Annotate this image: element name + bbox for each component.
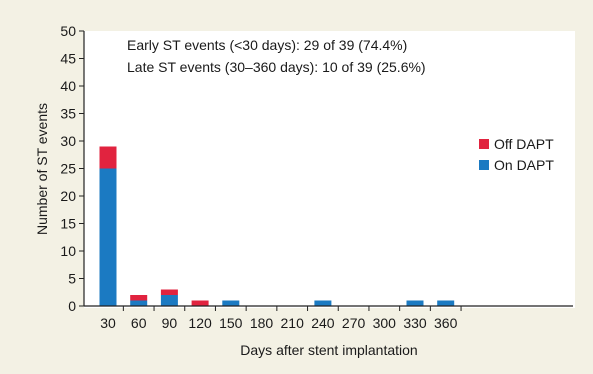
y-tick-label: 30: [60, 133, 76, 149]
legend: Off DAPT On DAPT: [479, 136, 554, 173]
y-tick-label: 35: [60, 106, 76, 122]
y-tick-label: 25: [60, 161, 76, 177]
y-tick-label: 10: [60, 243, 76, 259]
y-tick-label: 5: [68, 271, 76, 287]
bar-off-dapt-60: [130, 295, 148, 301]
bar-on-dapt-60: [130, 300, 148, 306]
bar-on-dapt-90: [160, 295, 178, 306]
bars-group: [99, 146, 455, 306]
annotation-early: Early ST events (<30 days): 29 of 39 (74…: [127, 37, 407, 53]
y-axis-label: Number of ST events: [34, 103, 50, 235]
legend-label-off-dapt: Off DAPT: [494, 136, 554, 152]
x-tick-label: 30: [100, 315, 116, 331]
legend-label-on-dapt: On DAPT: [494, 157, 554, 173]
y-tick-label: 0: [68, 298, 76, 314]
x-tick-label: 360: [434, 315, 458, 331]
bar-on-dapt-360: [437, 300, 455, 306]
x-tick-label: 270: [342, 315, 366, 331]
bar-off-dapt-90: [160, 289, 178, 295]
bar-off-dapt-120: [191, 300, 209, 306]
x-axis-label: Days after stent implantation: [240, 342, 417, 358]
x-tick-label: 210: [281, 315, 305, 331]
bar-on-dapt-30: [99, 168, 117, 306]
x-tick-label: 120: [188, 315, 212, 331]
x-tick-label: 330: [403, 315, 427, 331]
bar-on-dapt-330: [406, 300, 424, 306]
y-tick-label: 20: [60, 188, 76, 204]
legend-swatch-off-dapt: [479, 139, 489, 149]
plot-background: [84, 31, 575, 308]
annotation-late: Late ST events (30–360 days): 10 of 39 (…: [127, 59, 426, 75]
y-ticks-group: 0 5 10 15 20 25 30 35 40 45 50: [60, 23, 84, 314]
bar-on-dapt-240: [314, 300, 332, 306]
y-tick-label: 50: [60, 23, 76, 39]
bar-on-dapt-150: [222, 300, 240, 306]
legend-swatch-on-dapt: [479, 160, 489, 170]
y-tick-label: 40: [60, 78, 76, 94]
x-tick-label: 90: [162, 315, 178, 331]
y-tick-label: 15: [60, 216, 76, 232]
x-tick-label: 240: [311, 315, 335, 331]
x-tick-label: 150: [219, 315, 243, 331]
bar-off-dapt-30: [99, 146, 117, 169]
x-tick-label: 300: [373, 315, 397, 331]
x-tick-label: 60: [131, 315, 147, 331]
x-tick-label: 180: [250, 315, 274, 331]
x-ticks-group: 30 60 90 120 150 180 210 240 270 300 330 360: [100, 306, 462, 331]
y-tick-label: 45: [60, 51, 76, 67]
